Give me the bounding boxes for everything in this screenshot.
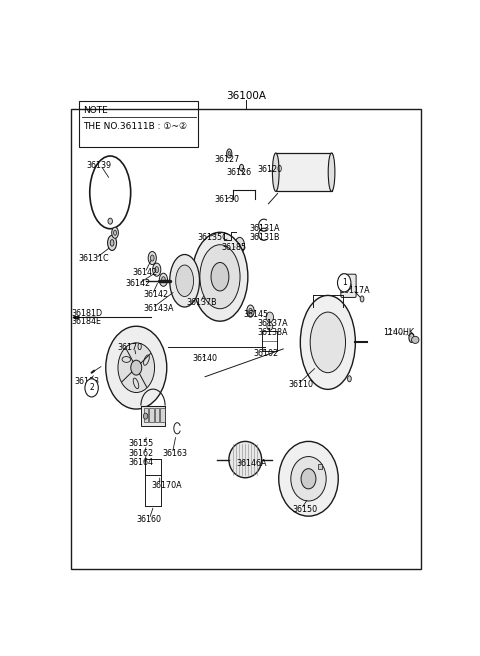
Circle shape [337, 274, 351, 292]
Circle shape [345, 282, 351, 290]
Ellipse shape [279, 441, 338, 516]
Circle shape [131, 360, 142, 375]
Circle shape [267, 322, 273, 330]
Text: 36155: 36155 [129, 439, 154, 448]
Text: 36100A: 36100A [226, 91, 266, 102]
Ellipse shape [409, 333, 414, 342]
Text: 36163: 36163 [162, 449, 187, 458]
Ellipse shape [348, 376, 351, 382]
Ellipse shape [229, 441, 262, 478]
Ellipse shape [247, 305, 254, 317]
Text: 36184E: 36184E [71, 317, 101, 325]
Bar [149, 408, 154, 422]
Text: 36137A: 36137A [257, 319, 288, 328]
Text: 2: 2 [89, 383, 94, 392]
Ellipse shape [170, 255, 200, 307]
Text: 36142: 36142 [125, 279, 150, 288]
Text: 36185: 36185 [222, 243, 247, 252]
Ellipse shape [110, 239, 114, 246]
Ellipse shape [155, 266, 158, 273]
FancyBboxPatch shape [341, 274, 356, 297]
Ellipse shape [108, 236, 117, 251]
Ellipse shape [211, 262, 229, 291]
Text: 36126: 36126 [227, 168, 252, 177]
Ellipse shape [162, 277, 165, 283]
Text: 1140HK: 1140HK [384, 328, 415, 337]
Ellipse shape [291, 457, 326, 501]
Ellipse shape [228, 152, 230, 155]
Ellipse shape [235, 237, 244, 253]
Text: 36164: 36164 [129, 458, 154, 467]
Text: 36142: 36142 [144, 291, 169, 299]
Ellipse shape [227, 149, 232, 158]
Circle shape [118, 343, 155, 392]
Text: 36142: 36142 [132, 268, 157, 277]
Text: 36131B: 36131B [250, 233, 280, 242]
Text: 36117A: 36117A [339, 287, 370, 295]
Text: NOTE: NOTE [83, 106, 108, 115]
Ellipse shape [176, 265, 193, 297]
Text: 36183: 36183 [75, 377, 100, 386]
Ellipse shape [328, 153, 335, 192]
Text: 36131A: 36131A [250, 224, 280, 233]
FancyBboxPatch shape [276, 153, 332, 192]
Circle shape [144, 413, 148, 419]
Ellipse shape [200, 245, 240, 309]
Ellipse shape [159, 273, 168, 286]
Text: 36120: 36120 [257, 165, 282, 174]
Circle shape [85, 379, 98, 397]
Bar [79, 102, 198, 147]
Text: 36110: 36110 [289, 380, 314, 389]
Text: 36130: 36130 [215, 195, 240, 205]
Text: 36127: 36127 [215, 155, 240, 164]
Ellipse shape [360, 296, 364, 302]
Circle shape [106, 326, 167, 409]
Ellipse shape [144, 355, 149, 365]
Circle shape [108, 218, 112, 224]
Bar [160, 408, 165, 422]
Text: 36146A: 36146A [237, 459, 267, 468]
Ellipse shape [150, 255, 154, 261]
Ellipse shape [148, 251, 156, 264]
Bar [144, 408, 148, 422]
Bar [318, 464, 322, 468]
Ellipse shape [273, 153, 279, 192]
Circle shape [301, 468, 316, 489]
Bar [141, 405, 165, 426]
Text: 36140: 36140 [192, 354, 217, 363]
Text: THE NO.36111B : ①~②: THE NO.36111B : ①~② [83, 122, 187, 131]
Ellipse shape [114, 230, 117, 236]
Ellipse shape [112, 227, 119, 238]
Text: 36145: 36145 [244, 310, 269, 319]
Ellipse shape [300, 295, 355, 390]
Text: 1: 1 [342, 278, 347, 287]
Text: 36170: 36170 [118, 343, 143, 352]
Ellipse shape [133, 378, 139, 388]
Text: 36135C: 36135C [198, 233, 228, 242]
Ellipse shape [122, 357, 131, 362]
Text: 36143A: 36143A [144, 304, 174, 312]
Ellipse shape [240, 165, 243, 171]
Text: 36162: 36162 [129, 449, 154, 458]
Text: 36181D: 36181D [71, 308, 102, 318]
Bar [155, 408, 159, 422]
Text: 36137B: 36137B [186, 298, 217, 308]
Ellipse shape [153, 263, 161, 276]
Text: 36160: 36160 [136, 515, 161, 523]
Text: 36131C: 36131C [79, 254, 109, 263]
Ellipse shape [192, 232, 248, 321]
Text: 36150: 36150 [292, 504, 318, 514]
Ellipse shape [249, 308, 252, 314]
Ellipse shape [310, 312, 346, 373]
Text: 36139: 36139 [86, 161, 111, 170]
Text: 36138A: 36138A [257, 328, 288, 337]
Text: 36102: 36102 [253, 349, 278, 358]
Circle shape [266, 312, 274, 322]
Text: 36170A: 36170A [151, 481, 182, 490]
Ellipse shape [411, 337, 419, 343]
